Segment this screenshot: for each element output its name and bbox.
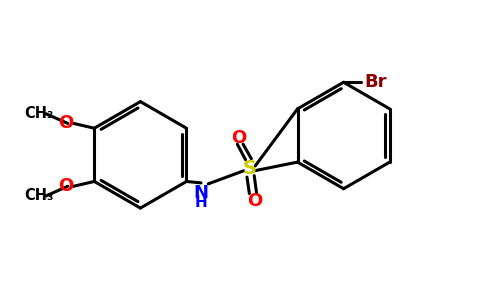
Text: Br: Br	[365, 73, 387, 91]
Text: S: S	[242, 159, 257, 178]
Text: N: N	[194, 184, 209, 202]
Text: CH₃: CH₃	[24, 106, 53, 121]
Text: O: O	[58, 114, 73, 132]
Text: O: O	[58, 177, 73, 195]
Text: H: H	[195, 195, 207, 210]
Text: CH₃: CH₃	[24, 188, 53, 203]
Text: O: O	[248, 192, 263, 210]
Text: O: O	[231, 129, 246, 147]
